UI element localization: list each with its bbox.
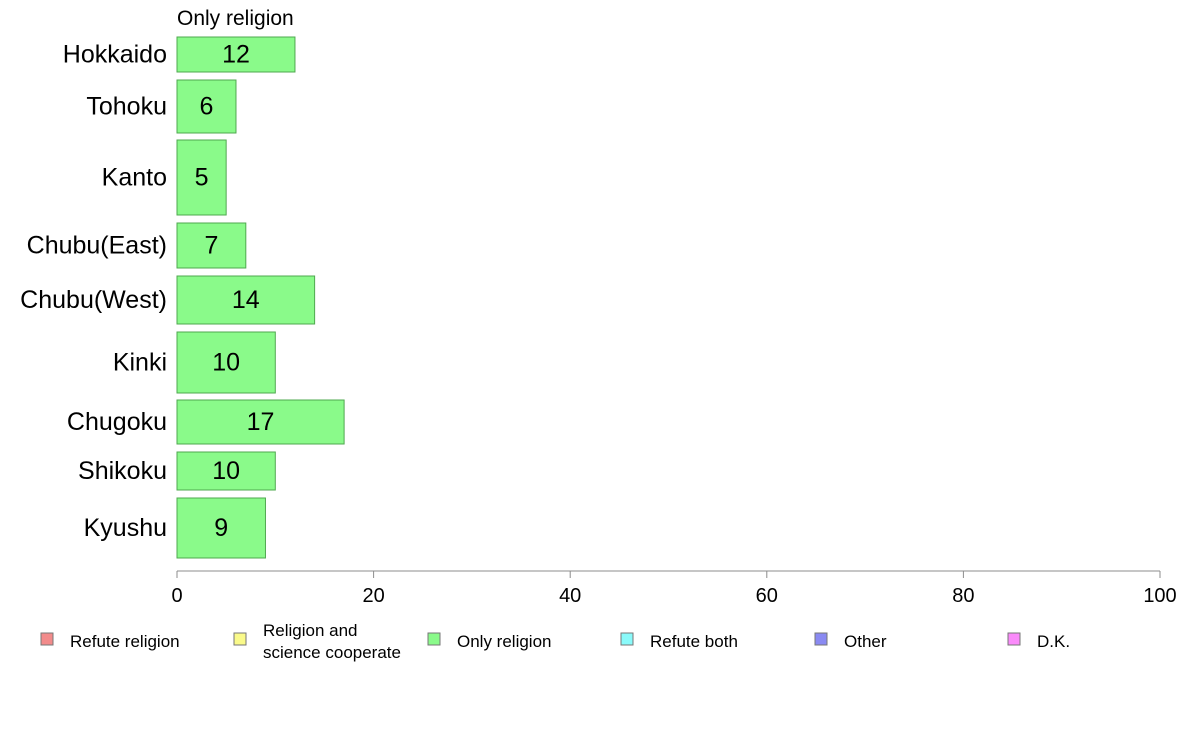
- value-label: 10: [212, 457, 240, 485]
- legend-swatch: [1007, 632, 1021, 646]
- legend-label-line2: science cooperate: [263, 643, 401, 662]
- legend-label: D.K.: [1037, 632, 1070, 651]
- bar-kinki: [176, 331, 276, 394]
- category-label: Hokkaido: [63, 41, 167, 69]
- category-label: Kinki: [113, 349, 167, 377]
- x-axis-ticks: 0 20 40 60 80 100: [171, 571, 1177, 607]
- x-tick-label: 60: [756, 585, 778, 607]
- value-label: 17: [247, 408, 275, 436]
- panel-title: Only religion: [177, 7, 294, 30]
- category-label: Chubu(West): [20, 286, 167, 314]
- value-label: 5: [195, 164, 209, 192]
- bars-group: [176, 36, 345, 559]
- value-label: 9: [214, 514, 228, 542]
- x-tick-label: 0: [171, 585, 182, 607]
- bar-chubu-east: [176, 222, 247, 269]
- x-tick-label: 20: [362, 585, 384, 607]
- category-labels: Hokkaido Tohoku Kanto Chubu(East) Chubu(West…: [20, 41, 167, 543]
- value-label: 14: [232, 286, 260, 314]
- legend-label: Other: [844, 632, 887, 651]
- x-tick-label: 80: [952, 585, 974, 607]
- legend-swatch: [620, 632, 634, 646]
- bar-shikoku: [176, 451, 276, 491]
- category-label: Tohoku: [86, 93, 167, 121]
- legend-label: Only religion: [457, 632, 552, 651]
- x-tick-label: 100: [1143, 585, 1176, 607]
- legend-swatch: [427, 632, 441, 646]
- category-label: Kyushu: [84, 514, 167, 542]
- legend-label: Refute both: [650, 632, 738, 651]
- legend-label: Refute religion: [70, 632, 180, 651]
- value-label: 7: [204, 232, 218, 260]
- category-label: Chubu(East): [27, 232, 167, 260]
- legend-swatch: [814, 632, 828, 646]
- bar-kanto: [176, 139, 227, 216]
- legend-label: Religion and: [263, 621, 358, 640]
- value-label: 12: [222, 41, 250, 69]
- bar-hokkaido: [176, 36, 296, 73]
- value-label: 6: [200, 93, 214, 121]
- value-label: 10: [212, 349, 240, 377]
- bar-tohoku: [176, 79, 237, 134]
- bar-chugoku: [176, 399, 345, 445]
- legend-swatch: [40, 632, 54, 646]
- category-label: Kanto: [102, 164, 167, 192]
- legend: Refute religion Religion and science coope…: [40, 621, 1070, 662]
- bar-kyushu: [176, 497, 266, 559]
- category-label: Chugoku: [67, 408, 167, 436]
- x-tick-label: 40: [559, 585, 581, 607]
- legend-swatch: [233, 632, 247, 646]
- category-label: Shikoku: [78, 457, 167, 485]
- bar-chubu-west: [176, 275, 316, 325]
